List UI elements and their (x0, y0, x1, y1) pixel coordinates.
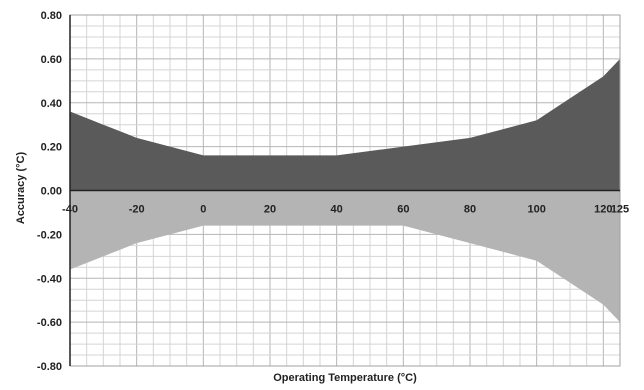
y-tick-label: -0.60 (37, 317, 62, 329)
x-axis-title: Operating Temperature (°C) (273, 372, 417, 384)
y-tick-label: 0.40 (41, 98, 62, 110)
y-tick-label: 0.20 (41, 142, 62, 154)
y-axis-title: Accuracy (°C) (15, 152, 27, 225)
x-tick-label: -40 (62, 204, 78, 216)
series-areas (70, 58, 620, 323)
x-tick-label: 20 (264, 204, 276, 216)
x-tick-label: 0 (200, 204, 206, 216)
x-tick-label: 125 (611, 204, 629, 216)
x-tick-label: 80 (464, 204, 476, 216)
y-tick-label: -0.40 (37, 273, 62, 285)
y-tick-label: 0.80 (41, 10, 62, 22)
x-tick-label: 100 (527, 204, 545, 216)
x-tick-label: 60 (397, 204, 409, 216)
x-tick-label: 120 (594, 204, 612, 216)
axes (69, 14, 621, 367)
series-area-1 (70, 58, 620, 191)
y-tick-label: -0.80 (37, 361, 62, 373)
x-tick-label: 40 (331, 204, 343, 216)
series-area-2 (70, 190, 620, 323)
y-tick-label: 0.60 (41, 54, 62, 66)
x-tick-label: -20 (129, 204, 145, 216)
tick-labels: 0.80 0.60 0.40 0.20 0.00 -0.20 -0.40 -0.60 -0.80… (37, 10, 629, 373)
y-tick-label: -0.20 (37, 229, 62, 241)
y-tick-label: 0.00 (41, 186, 62, 198)
